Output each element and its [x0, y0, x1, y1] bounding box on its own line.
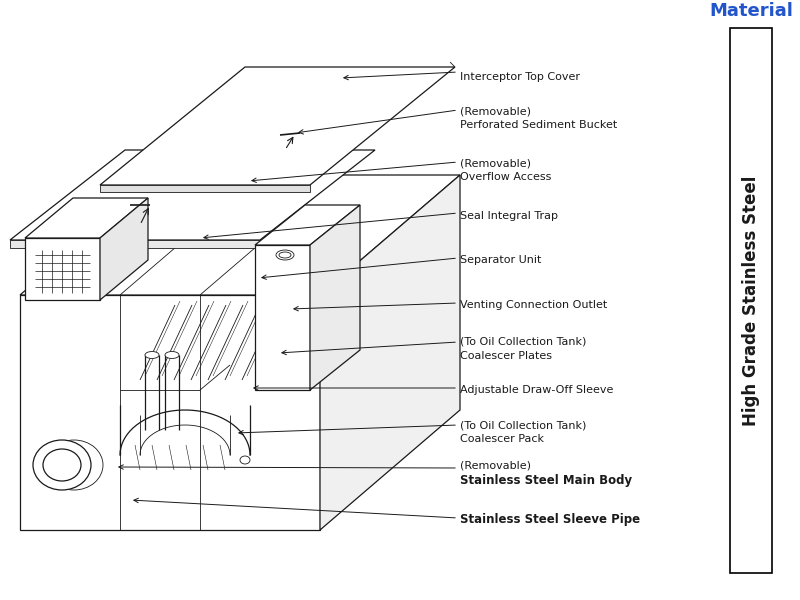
Polygon shape [10, 150, 375, 240]
Text: (Removable): (Removable) [460, 460, 531, 470]
Text: Separator Unit: Separator Unit [460, 255, 542, 265]
Text: Overflow Access: Overflow Access [460, 172, 551, 182]
Polygon shape [20, 295, 320, 530]
Ellipse shape [145, 352, 159, 358]
Polygon shape [25, 238, 100, 300]
Polygon shape [100, 185, 310, 192]
Text: Stainless Steel Main Body: Stainless Steel Main Body [460, 474, 632, 487]
Text: Coalescer Pack: Coalescer Pack [460, 434, 544, 444]
Text: (Removable): (Removable) [460, 106, 531, 116]
Text: Stainless Steel Sleeve Pipe: Stainless Steel Sleeve Pipe [460, 513, 640, 526]
Text: Material: Material [709, 2, 793, 20]
Polygon shape [100, 67, 455, 185]
Polygon shape [100, 198, 148, 300]
Polygon shape [255, 205, 360, 245]
Ellipse shape [43, 449, 81, 481]
Ellipse shape [165, 352, 179, 358]
Bar [730, 28, 772, 573]
Text: Interceptor Top Cover: Interceptor Top Cover [460, 72, 580, 82]
Text: Adjustable Draw-Off Sleeve: Adjustable Draw-Off Sleeve [460, 385, 614, 395]
Text: (To Oil Collection Tank): (To Oil Collection Tank) [460, 420, 586, 430]
Ellipse shape [279, 252, 291, 258]
Text: Venting Connection Outlet: Venting Connection Outlet [460, 300, 607, 310]
Text: Seal Integral Trap: Seal Integral Trap [460, 211, 558, 221]
Ellipse shape [240, 456, 250, 464]
Text: (Removable): (Removable) [460, 158, 531, 168]
Polygon shape [10, 240, 260, 248]
Polygon shape [310, 205, 360, 390]
Text: Coalescer Plates: Coalescer Plates [460, 351, 552, 361]
Ellipse shape [33, 440, 91, 490]
Polygon shape [320, 175, 460, 530]
Ellipse shape [45, 440, 103, 490]
Text: (To Oil Collection Tank): (To Oil Collection Tank) [460, 337, 586, 347]
Text: High Grade Stainless Steel: High Grade Stainless Steel [742, 175, 760, 425]
Polygon shape [25, 198, 148, 238]
Ellipse shape [276, 250, 294, 260]
Polygon shape [20, 175, 460, 295]
Polygon shape [255, 245, 310, 390]
Text: Perforated Sediment Bucket: Perforated Sediment Bucket [460, 120, 618, 130]
